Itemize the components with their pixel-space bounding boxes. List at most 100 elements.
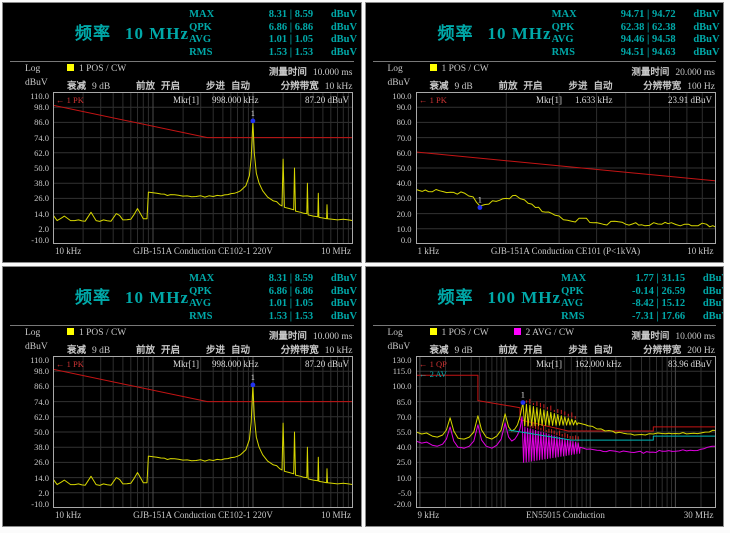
attenuation[interactable]: 衰减 9 dB	[430, 78, 473, 92]
stat-row-rms: RMS 1.53 | 1.53 dBuV	[189, 47, 357, 60]
y-tick-label: 98.0	[34, 102, 49, 113]
stat-value: 6.86 | 6.86	[268, 285, 314, 297]
x-start-label: 9 kHz	[417, 510, 440, 520]
stat-unit: dBuV	[330, 298, 358, 309]
preamp[interactable]: 前放 开启	[136, 78, 180, 92]
stat-row-rms: RMS 94.51 | 94.63 dBuV	[552, 47, 720, 60]
preamp[interactable]: 前放 开启	[136, 342, 180, 356]
trace1-legend[interactable]: 1 POS / CW	[429, 328, 489, 338]
trace1-label: 1 POS / CW	[441, 64, 489, 74]
measure-time[interactable]: 测量时间 10.000 ms	[269, 64, 353, 78]
freq-readout: 频率 100 MHz	[438, 283, 562, 325]
svg-text:1.633 kHz: 1.633 kHz	[575, 95, 613, 105]
stat-value: 1.01 | 1.05	[268, 298, 314, 309]
divider	[372, 325, 716, 326]
rbw[interactable]: 分辨带宽 200 Hz	[643, 342, 715, 356]
rbw-label: 分辨带宽	[643, 82, 682, 92]
svg-text:1: 1	[477, 196, 481, 205]
spectrum-chart[interactable]: ← 1 PK Mkr[1] 1.633 kHz 23.91 dBuV 1	[415, 92, 716, 244]
stat-value: 8.31 | 8.59	[268, 9, 314, 20]
rbw[interactable]: 分辨带宽 10 kHz	[281, 342, 353, 356]
stat-name: RMS	[189, 46, 213, 58]
stats-table: MAX 8.31 | 8.59 dBuV QPK 6.86 | 6.86 dBuV AV…	[189, 273, 357, 325]
stat-name: QPK	[551, 21, 575, 33]
freq-readout: 频率 10 MHz	[75, 19, 189, 61]
freq-value: 100 MHz	[487, 288, 562, 307]
rbw[interactable]: 分辨带宽 100 Hz	[643, 78, 715, 92]
y-tick-label: 55.0	[396, 427, 412, 437]
preamp[interactable]: 前放 开启	[499, 342, 543, 356]
attenuation[interactable]: 衰减 9 dB	[67, 78, 110, 92]
preamp-value: 开启	[161, 82, 181, 92]
stat-unit: dBuV	[693, 46, 720, 58]
attenuation[interactable]: 衰减 9 dB	[430, 342, 473, 356]
step-label: 步进	[568, 346, 588, 356]
y-tick-label: 40.0	[396, 442, 412, 453]
step-mode[interactable]: 步进 自动	[569, 342, 613, 356]
scale-mode[interactable]: Log	[387, 64, 403, 74]
spectrum-chart[interactable]: ← 1 PK Mkr[1] 998.000 kHz 87.20 dBuV 1	[53, 92, 353, 244]
chart-area: 130.0 115.0 100.0 85.0 70.0 55.0 40.0 25.0 10.0 -…	[366, 355, 724, 509]
spectrum-chart[interactable]: ← 1 PK Mkr[1] 998.000 kHz 87.20 dBuV 1	[53, 356, 353, 508]
step-mode[interactable]: 步进 自动	[206, 342, 250, 356]
svg-text:87.20 dBuV: 87.20 dBuV	[305, 95, 350, 105]
measure-time-value: 10.000 ms	[312, 68, 353, 78]
step-value: 自动	[593, 346, 613, 356]
measure-time[interactable]: 测量时间 20.000 ms	[631, 64, 715, 78]
trace1-swatch-icon	[67, 328, 74, 335]
toolbar: Log 1 POS / CW 测量时间 10.000 ms dBuV 衰减 9 dB…	[3, 326, 361, 356]
y-axis: 110.0 98.0 86.0 74.0 62.0 50.0 38.0 26.0 14.0 2.0…	[3, 355, 53, 509]
x-axis-labels: 1 kHz GJB-151A Conduction CE101 (P<1kVA)…	[416, 244, 716, 260]
preamp-label: 前放	[136, 346, 156, 356]
step-label: 步进	[568, 82, 588, 92]
stat-name: AVG	[189, 34, 212, 45]
panel-top-left: 频率 10 MHz MAX 8.31 | 8.59 dBuV QPK 6.86 | 6.…	[2, 2, 362, 263]
y-tick-label: 20.0	[396, 208, 412, 219]
step-mode[interactable]: 步进 自动	[569, 78, 613, 92]
measure-time-value: 10.000 ms	[675, 332, 715, 342]
svg-text:Mkr[1]: Mkr[1]	[173, 95, 199, 105]
freq-value: 10 MHz	[487, 24, 552, 43]
trace1-swatch-icon	[67, 64, 74, 71]
stat-unit: dBuV	[693, 9, 720, 20]
scale-mode[interactable]: Log	[25, 328, 41, 338]
stat-unit: dBuV	[693, 21, 720, 33]
stat-unit: dBuV	[702, 298, 723, 309]
stat-unit: dBuV	[693, 34, 720, 45]
rbw[interactable]: 分辨带宽 10 kHz	[281, 78, 353, 92]
y-tick-label: 98.0	[34, 366, 49, 377]
trace1-legend[interactable]: 1 POS / CW	[429, 64, 489, 74]
spectrum-chart[interactable]: ← 1 QP← 2 AV Mkr[1] 162.000 kHz 83.96 dBuV 1	[415, 356, 716, 508]
rbw-label: 分辨带宽	[280, 82, 319, 92]
panel-bottom-left: 频率 10 MHz MAX 8.31 | 8.59 dBuV QPK 6.86 | 6.…	[2, 266, 362, 527]
y-tick-label: 86.0	[34, 117, 49, 128]
y-tick-label: 115.0	[392, 366, 412, 377]
y-tick-label: 50.0	[34, 163, 49, 173]
measure-time[interactable]: 测量时间 10.000 ms	[269, 328, 353, 342]
measure-time-label: 测量时间	[631, 68, 670, 78]
stat-name: QPK	[561, 285, 584, 297]
attenuation[interactable]: 衰减 9 dB	[67, 342, 110, 356]
y-tick-label: 74.0	[34, 132, 49, 143]
stat-unit: dBuV	[330, 310, 358, 322]
scale-mode[interactable]: Log	[387, 328, 403, 338]
svg-text:162.000 kHz: 162.000 kHz	[575, 359, 622, 369]
stat-row-max: MAX 8.31 | 8.59 dBuV	[189, 9, 357, 22]
trace1-legend[interactable]: 1 POS / CW	[67, 328, 126, 338]
y-tick-label: 2.0	[38, 487, 49, 498]
trace2-legend[interactable]: 2 AVG / CW	[513, 328, 574, 338]
preamp[interactable]: 前放 开启	[499, 78, 543, 92]
attenuation-value: 9 dB	[92, 346, 111, 356]
step-mode[interactable]: 步进 自动	[206, 78, 250, 92]
measure-time[interactable]: 测量时间 10.000 ms	[631, 328, 715, 342]
measure-time-value: 20.000 ms	[675, 68, 715, 78]
stat-row-max: MAX 1.77 | 31.15 dBuV	[561, 273, 723, 286]
amplitude-unit: dBuV	[25, 78, 48, 88]
trace1-legend[interactable]: 1 POS / CW	[67, 64, 126, 74]
stat-value: -7.31 | 17.66	[632, 310, 686, 322]
x-start-label: 1 kHz	[417, 246, 440, 256]
stat-unit: dBuV	[702, 285, 723, 297]
stat-value: 94.71 | 94.72	[620, 9, 676, 20]
scale-mode[interactable]: Log	[25, 64, 41, 74]
